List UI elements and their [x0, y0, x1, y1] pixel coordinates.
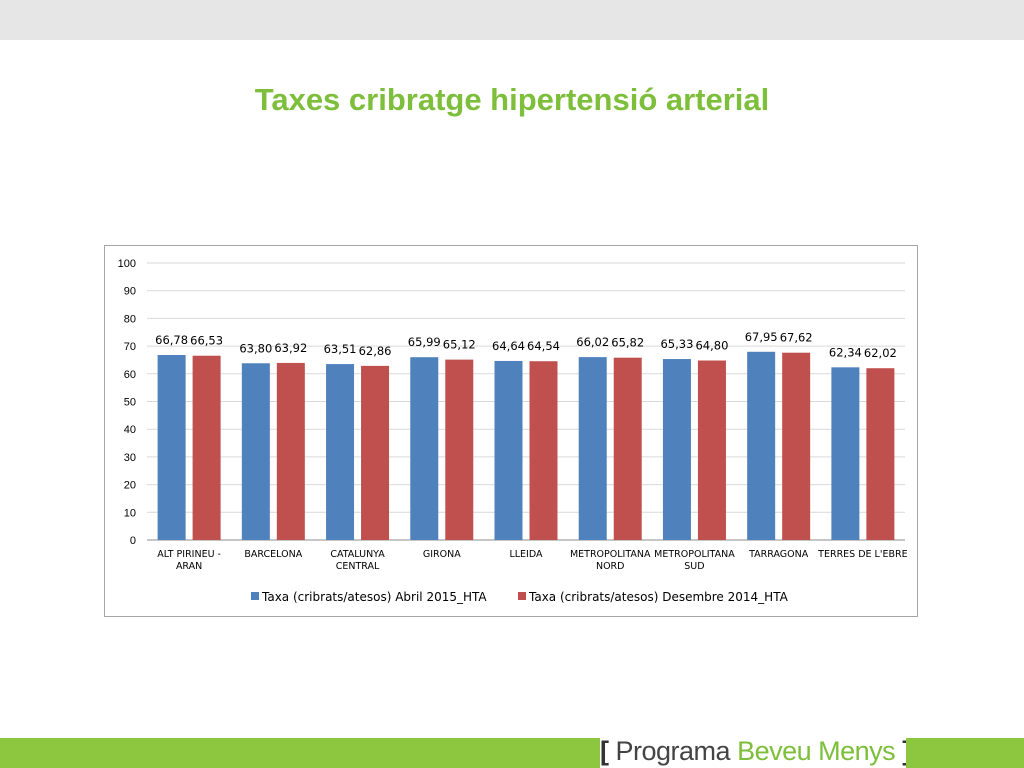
legend-label: Taxa (cribrats/atesos) Desembre 2014_HTA — [528, 590, 789, 604]
data-label: 67,95 — [745, 330, 778, 344]
bar — [192, 355, 221, 540]
y-tick-label: 30 — [124, 452, 136, 464]
y-tick-label: 90 — [124, 286, 136, 298]
footer-band-right — [906, 738, 1024, 768]
bar — [866, 368, 895, 540]
bar — [276, 362, 305, 540]
y-tick-label: 40 — [124, 424, 136, 436]
category-label: LLEIDA — [509, 549, 543, 560]
y-tick-label: 100 — [118, 258, 136, 270]
bar — [697, 360, 726, 540]
bar — [613, 357, 642, 540]
category-label: SUD — [684, 561, 704, 572]
category-label: TERRES DE L'EBRE — [817, 549, 907, 560]
footer-brand: [ Programa Beveu Menys ] — [600, 735, 911, 768]
bar — [747, 351, 776, 540]
data-label: 62,02 — [864, 346, 897, 360]
category-label: ARAN — [176, 561, 202, 572]
category-label: NORD — [596, 561, 625, 572]
category-label: BARCELONA — [244, 549, 302, 560]
footer-band-left — [0, 738, 600, 768]
data-label: 65,82 — [611, 336, 644, 350]
data-label: 64,64 — [492, 339, 525, 353]
bar — [782, 352, 811, 540]
chart-frame: 0 10 20 30 40 50 60 70 80 90 100 66,78 63,80 63,51 65,… — [104, 245, 918, 617]
data-label: 64,54 — [527, 339, 560, 353]
bar — [445, 359, 474, 540]
category-label: CENTRAL — [336, 561, 380, 572]
bar — [157, 355, 186, 540]
data-label: 64,80 — [695, 339, 728, 353]
y-tick-label: 0 — [130, 535, 136, 547]
data-label: 62,86 — [359, 344, 392, 358]
bar — [529, 361, 558, 540]
category-label: GIRONA — [423, 549, 461, 560]
category-label: TARRAGONA — [748, 549, 809, 560]
category-label: ALT PIRINEU - — [157, 549, 221, 560]
data-label: 63,80 — [239, 341, 272, 355]
y-tick-label: 10 — [124, 507, 136, 519]
data-label: 65,33 — [660, 337, 693, 351]
bar — [662, 359, 691, 540]
data-label: 66,78 — [155, 333, 188, 347]
bar — [410, 357, 439, 540]
legend-label: Taxa (cribrats/atesos) Abril 2015_HTA — [261, 590, 487, 604]
bar-chart: 0 10 20 30 40 50 60 70 80 90 100 66,78 63,80 63,51 65,… — [118, 258, 908, 604]
category-label: METROPOLITANA — [570, 549, 651, 560]
brand-open-bracket: [ — [600, 736, 609, 766]
y-tick-label: 20 — [124, 480, 136, 492]
legend-swatch — [251, 592, 259, 600]
y-tick-label: 50 — [124, 397, 136, 409]
bar — [578, 357, 607, 540]
data-label: 65,12 — [443, 338, 476, 352]
brand-word-programa: Programa — [615, 736, 731, 766]
y-tick-label: 70 — [124, 341, 136, 353]
bar — [326, 364, 355, 540]
legend-swatch — [518, 592, 526, 600]
brand-word-beveu-menys: Beveu Menys — [737, 736, 896, 766]
category-label: CATALUNYA — [330, 549, 385, 560]
bar — [831, 367, 860, 540]
category-label: METROPOLITANA — [654, 549, 735, 560]
y-tick-label: 60 — [124, 369, 136, 381]
bar — [361, 365, 390, 540]
bar — [494, 360, 523, 540]
data-label: 63,92 — [274, 341, 307, 355]
data-label: 66,53 — [190, 334, 223, 348]
data-label: 66,02 — [576, 335, 609, 349]
data-label: 65,99 — [408, 335, 441, 349]
data-label: 67,62 — [780, 331, 813, 345]
data-label: 63,51 — [324, 342, 357, 356]
y-tick-label: 80 — [124, 313, 136, 325]
bar — [241, 363, 270, 540]
top-band — [0, 0, 1024, 40]
data-label: 62,34 — [829, 345, 862, 359]
slide-title: Taxes cribratge hipertensió arterial — [254, 82, 770, 117]
